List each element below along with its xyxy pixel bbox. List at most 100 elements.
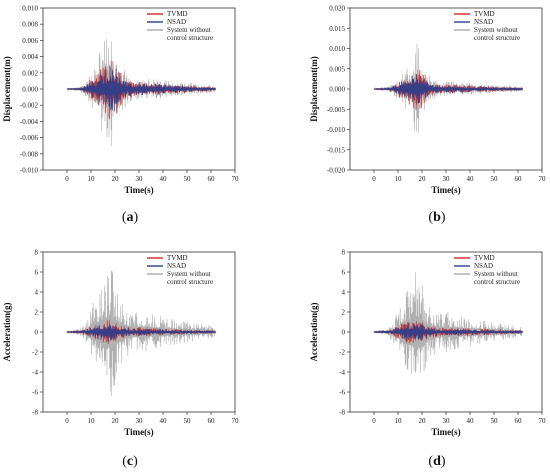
y-tick-label: -4 [32,369,38,377]
x-tick-label: 0 [65,417,69,425]
x-tick-label: 50 [184,417,192,425]
x-tick-label: 20 [112,417,120,425]
series-line-uncontrolled [66,270,216,396]
y-tick-label: -0.004 [20,118,39,126]
y-tick-label: 0.006 [22,37,38,45]
chart-panel-d: 0 10 20 30 40 50 60 70 -8 -6 -4 -2 0 2 4 6 8 Time(s) Accel… [309,249,546,438]
y-tick-label: 8 [342,249,346,257]
series-group [373,43,523,134]
legend-label-tvmd: TVMD [167,254,188,262]
x-tick-label: 10 [88,417,96,425]
series-group [66,270,216,396]
y-tick-label: 6 [342,269,346,277]
legend-label-uncontrolled-cont: control structure [474,278,520,286]
x-tick-label: 20 [112,175,120,183]
y-tick-label: -6 [339,389,345,397]
y-axis-title: Displacement(m) [309,56,319,121]
x-tick-label: 30 [136,417,144,425]
y-tick-label: -0.005 [327,106,346,114]
chart-panel-a: 0 10 20 30 40 50 60 70 -0.010 -0.008 -0.006 -0.004 -… [2,5,239,196]
y-tick-label: -0.020 [327,167,346,175]
panel-caption-d: (d) [428,454,445,469]
x-tick-label: 50 [491,417,499,425]
y-tick-label: 2 [342,309,346,317]
y-tick-label: 2 [35,309,39,317]
legend-label-uncontrolled: System without [167,270,211,278]
y-axis-title: Acceleration(g) [309,303,319,362]
y-tick-label: 0.005 [329,65,345,73]
y-tick-label: 0.020 [329,5,345,13]
y-tick-label: -2 [339,349,345,357]
legend-label-tvmd: TVMD [167,10,188,18]
y-tick-label: -0.015 [327,146,346,154]
series-line-nsad [66,65,216,112]
legend-label-uncontrolled: System without [474,26,518,34]
x-tick-label: 60 [515,417,523,425]
x-tick-label: 60 [208,175,216,183]
series-line-nsad [373,73,523,104]
chart-panel-c: 0 10 20 30 40 50 60 70 -8 -6 -4 -2 0 2 4 6 8 Time(s) Accel… [2,249,239,438]
x-tick-label: 50 [491,175,499,183]
legend-label-uncontrolled: System without [167,26,211,34]
y-tick-label: -8 [32,409,38,417]
y-tick-label: 0.004 [22,53,38,61]
y-tick-label: 0.008 [22,21,38,29]
legend-label-tvmd: TVMD [474,254,495,262]
x-tick-label: 30 [443,175,451,183]
panel-caption-c: (c) [122,454,138,469]
x-tick-label: 70 [232,175,240,183]
y-tick-label: -0.008 [20,150,39,158]
x-tick-label: 20 [419,417,427,425]
x-tick-label: 20 [419,175,427,183]
panel-caption-b: (b) [428,210,445,225]
y-tick-label: 0.002 [22,69,38,77]
y-tick-label: -4 [339,369,345,377]
x-axis-title: Time(s) [431,427,460,437]
y-tick-label: 4 [342,289,346,297]
x-tick-label: 70 [232,417,240,425]
y-tick-label: 0.015 [329,25,345,33]
x-tick-label: 0 [372,417,376,425]
y-tick-label: -2 [32,349,38,357]
y-tick-label: 0.000 [329,86,345,94]
y-tick-label: 0.000 [22,86,38,94]
x-tick-label: 40 [160,417,168,425]
chart-panel-b: 0 10 20 30 40 50 60 70 -0.020 -0.015 -0.010 -0.005 0… [309,5,546,196]
series-line-nsad [373,322,523,341]
x-tick-label: 50 [184,175,192,183]
y-tick-label: 0 [35,329,39,337]
legend-label-nsad: NSAD [167,18,186,26]
panel-caption-a: (a) [122,210,139,225]
legend-label-uncontrolled-cont: control structure [167,34,213,42]
y-tick-label: -6 [32,389,38,397]
y-tick-label: -0.002 [20,102,39,110]
y-tick-label: 8 [35,249,39,257]
y-axis-title: Displacement(m) [2,56,12,121]
x-tick-label: 10 [395,175,403,183]
legend-label-uncontrolled: System without [474,270,518,278]
y-tick-label: -8 [339,409,345,417]
series-line-uncontrolled [373,272,523,374]
x-tick-label: 60 [515,175,523,183]
legend-label-nsad: NSAD [474,18,493,26]
x-tick-label: 10 [88,175,96,183]
series-group [66,38,216,147]
x-tick-label: 60 [208,417,216,425]
x-tick-label: 30 [136,175,144,183]
x-tick-label: 10 [395,417,403,425]
x-tick-label: 70 [539,417,547,425]
x-tick-label: 40 [467,417,475,425]
x-tick-label: 70 [539,175,547,183]
x-axis-title: Time(s) [431,185,460,195]
x-tick-label: 40 [467,175,475,183]
legend-label-tvmd: TVMD [474,10,495,18]
y-axis-title: Acceleration(g) [2,303,12,362]
x-axis-title: Time(s) [124,185,153,195]
y-tick-label: 4 [35,289,39,297]
